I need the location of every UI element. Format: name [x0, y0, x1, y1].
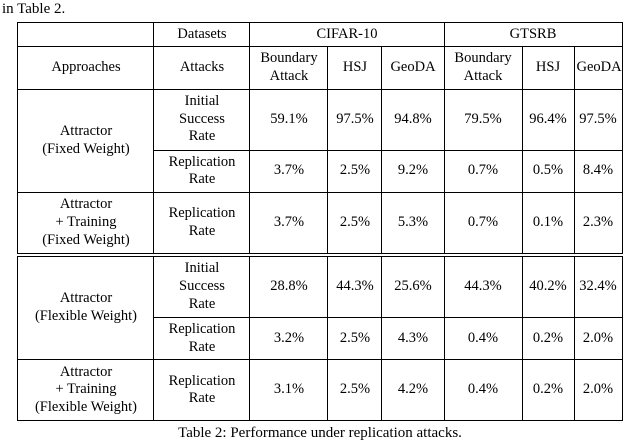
approaches-header: Approaches [17, 46, 155, 90]
col-header-boundary-attack-cifar: Boundary Attack [249, 46, 329, 90]
value-cell: 2.5% [327, 316, 383, 361]
attacks-header: Attacks [153, 46, 251, 90]
value-cell: 2.5% [327, 191, 383, 257]
header-row-datasets: Datasets CIFAR-10 GTSRB [17, 21, 623, 48]
value-cell: 40.2% [521, 254, 575, 318]
table-row: Attractor (Fixed Weight) Initial Success… [17, 88, 623, 193]
table-row: Attractor (Flexible Weight) Initial Succ… [17, 254, 623, 361]
approach-cell: Attractor (Flexible Weight) [17, 254, 155, 361]
value-cell: 3.7% [249, 149, 329, 193]
attack-cell: Initial Success Rate [153, 88, 251, 151]
value-cell: 96.4% [521, 88, 575, 151]
attack-cell: Initial Success Rate [153, 254, 251, 318]
value-cell: 97.5% [573, 88, 623, 151]
cifar10-group-header: CIFAR-10 [249, 21, 445, 48]
value-cell: 0.4% [443, 359, 523, 422]
value-cell: 9.2% [381, 149, 445, 193]
value-cell: 5.3% [381, 191, 445, 257]
value-cell: 3.7% [249, 191, 329, 257]
value-cell: 59.1% [249, 88, 329, 151]
value-cell: 28.8% [249, 254, 329, 318]
value-cell: 0.4% [443, 316, 523, 361]
gtsrb-group-header: GTSRB [443, 21, 623, 48]
results-table: Datasets CIFAR-10 GTSRB Approaches Attac… [17, 21, 623, 422]
header-row-attacks: Approaches Attacks Boundary Attack HSJ G… [17, 46, 623, 90]
value-cell: 0.1% [521, 191, 575, 257]
value-cell: 3.1% [249, 359, 329, 422]
value-cell: 79.5% [443, 88, 523, 151]
col-header-hsj-gtsrb: HSJ [521, 46, 575, 90]
value-cell: 4.2% [381, 359, 445, 422]
approach-cell: Attractor (Fixed Weight) [17, 88, 155, 193]
table-caption: Table 2: Performance under replication a… [178, 425, 462, 442]
value-cell: 8.4% [573, 149, 623, 193]
attack-cell: Replication Rate [153, 316, 251, 361]
value-cell: 0.7% [443, 149, 523, 193]
value-cell: 2.0% [573, 316, 623, 361]
col-header-geoda-gtsrb: GeoDA [573, 46, 623, 90]
value-cell: 32.4% [573, 254, 623, 318]
value-cell: 0.7% [443, 191, 523, 257]
table-row: Replication Rate 3.7% 2.5% 9.2% 0.7% 0.5… [18, 149, 623, 193]
value-cell: 2.0% [573, 359, 623, 422]
value-cell: 94.8% [381, 88, 445, 151]
table-row: Attractor + Training (Flexible Weight) R… [17, 359, 623, 422]
value-cell: 97.5% [327, 88, 383, 151]
value-cell: 44.3% [443, 254, 523, 318]
intro-text: in Table 2. [2, 1, 66, 17]
table-row: Replication Rate 3.2% 2.5% 4.3% 0.4% 0.2… [18, 316, 623, 361]
col-header-hsj-cifar: HSJ [327, 46, 383, 90]
value-cell: 0.2% [521, 316, 575, 361]
value-cell: 4.3% [381, 316, 445, 361]
value-cell: 0.2% [521, 359, 575, 422]
attack-cell: Replication Rate [153, 191, 251, 257]
attack-cell: Replication Rate [153, 359, 251, 422]
corner-cell [17, 21, 155, 48]
value-cell: 2.5% [327, 359, 383, 422]
col-header-boundary-attack-gtsrb: Boundary Attack [443, 46, 523, 90]
value-cell: 0.5% [521, 149, 575, 193]
approach-cell: Attractor + Training (Flexible Weight) [17, 359, 155, 422]
approach-cell: Attractor + Training (Fixed Weight) [17, 191, 155, 257]
value-cell: 44.3% [327, 254, 383, 318]
attack-cell: Replication Rate [153, 149, 251, 193]
value-cell: 25.6% [381, 254, 445, 318]
value-cell: 2.5% [327, 149, 383, 193]
col-header-geoda-cifar: GeoDA [381, 46, 445, 90]
value-cell: 2.3% [573, 191, 623, 257]
value-cell: 3.2% [249, 316, 329, 361]
datasets-header: Datasets [153, 21, 251, 48]
table-row: Attractor + Training (Fixed Weight) Repl… [17, 191, 623, 257]
